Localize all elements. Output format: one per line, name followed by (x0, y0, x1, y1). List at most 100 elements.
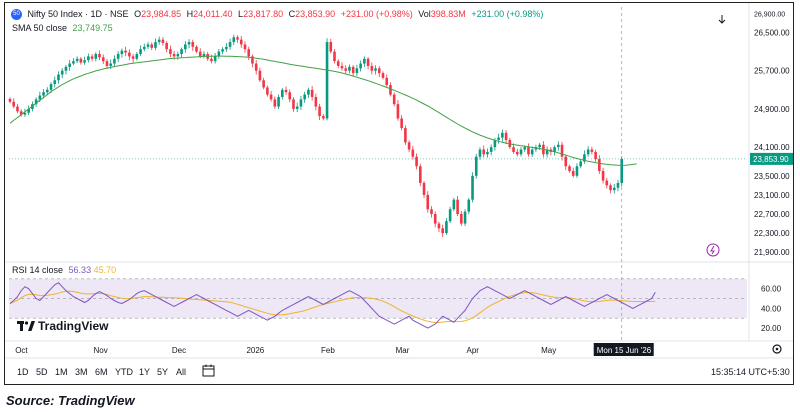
candle-body (180, 49, 183, 54)
candle-body (519, 149, 523, 155)
candle-body (225, 46, 228, 50)
open-label: O (134, 9, 142, 19)
tradingview-mark-icon (17, 321, 35, 331)
rsi-ma-line (9, 290, 656, 323)
tf-6m[interactable]: 6M (95, 367, 108, 377)
time-tick-label: May (541, 346, 556, 355)
tf-ytd[interactable]: YTD (115, 367, 133, 377)
vol-change-value: +231.00 (+0.98%) (471, 9, 544, 19)
candle-body (583, 154, 586, 162)
candle-body (553, 147, 556, 152)
vol-value: 398.83M (430, 9, 466, 19)
candle-body (236, 37, 239, 40)
tf-1y[interactable]: 1Y (139, 367, 151, 377)
tf-1d[interactable]: 1D (17, 367, 29, 377)
candle-body (27, 108, 30, 113)
candle-body (139, 49, 142, 54)
candle-body (560, 144, 564, 157)
candle-body (474, 156, 478, 176)
close-value: 23,853.90 (295, 9, 336, 19)
candle-body (94, 53, 98, 59)
download-icon[interactable] (718, 15, 726, 24)
candle-body (489, 147, 493, 152)
rsi-tick-label: 40.00 (761, 304, 782, 313)
candle-body (243, 44, 247, 50)
candle-body (128, 52, 131, 57)
price-tick-label: 22,700.00 (754, 210, 790, 219)
candle-body (57, 74, 60, 81)
candle-body (515, 151, 519, 155)
candle-body (109, 63, 113, 66)
close-label: C (288, 9, 296, 19)
candle-body (530, 149, 534, 155)
candle-body (12, 101, 16, 107)
open-value: 23,984.85 (141, 9, 182, 19)
candle-body (202, 53, 206, 57)
candle-body (422, 182, 426, 195)
rsi-legend[interactable]: RSI 14 close 56.33 45.70 (12, 265, 119, 275)
settings-gear-icon[interactable] (772, 344, 782, 354)
tradingview-logo[interactable]: TradingView (17, 319, 108, 333)
price-tick-label: 23,500.00 (754, 172, 790, 181)
candle-body (336, 61, 340, 66)
price-tick-label: 25,700.00 (754, 67, 790, 76)
candle-body (396, 104, 400, 119)
candle-body (389, 85, 392, 95)
candle-body (310, 89, 314, 97)
candle-body (501, 132, 504, 138)
high-label: H (186, 9, 194, 19)
candle-body (568, 166, 571, 172)
candle-body (307, 89, 310, 95)
candle-body (38, 95, 42, 100)
rsi-label: RSI 14 close (12, 265, 64, 275)
tf-5y[interactable]: 5Y (157, 367, 169, 377)
candle-body (411, 149, 415, 157)
candle-body (314, 96, 318, 107)
candle-body (83, 60, 86, 63)
candle-body (594, 151, 597, 160)
candle-body (478, 149, 482, 157)
candle-body (601, 171, 605, 181)
tf-1m[interactable]: 1M (55, 367, 68, 377)
date-range-icon[interactable] (202, 364, 216, 377)
candle-body (295, 106, 299, 109)
candle-body (370, 65, 374, 71)
candle-body (419, 166, 422, 183)
candle-body (407, 142, 411, 150)
candle-body (374, 68, 377, 71)
candle-body (124, 50, 127, 53)
ohlc-legend: 50 Nifty 50 Index · 1D · NSE O23,984.85 … (11, 9, 546, 21)
candle-body (273, 99, 277, 107)
rsi-value: 56.33 (68, 265, 92, 275)
symbol-title[interactable]: Nifty 50 Index · 1D · NSE (27, 9, 129, 19)
sma-legend[interactable]: SMA 50 close 23,749.75 (12, 23, 116, 33)
candle-body (512, 147, 515, 152)
candle-body (385, 77, 389, 86)
candle-body (213, 56, 217, 62)
rsi-tick-label: 60.00 (761, 285, 782, 294)
tf-all[interactable]: All (176, 367, 187, 377)
candle-body (131, 56, 135, 59)
candle-body (329, 42, 333, 52)
candle-body (557, 144, 560, 148)
candle-body (527, 147, 530, 155)
candle-body (605, 180, 609, 186)
candle-body (72, 61, 75, 64)
chart-canvas[interactable]: 26,500.00 25,700.00 24,900.00 24,100.00 23,5… (5, 3, 793, 384)
sma-line (9, 55, 637, 166)
tf-5d[interactable]: 5D (36, 367, 48, 377)
clock[interactable]: 15:35:14 UTC+5:30 (711, 367, 790, 377)
candle-body (359, 63, 362, 69)
lightning-alert-icon[interactable] (706, 243, 720, 257)
candle-body (184, 44, 187, 50)
current-price-tag (750, 152, 793, 165)
candle-body (616, 182, 620, 188)
candle-body (452, 199, 456, 210)
candle-body (254, 63, 258, 71)
candle-body (232, 37, 236, 43)
tf-3m[interactable]: 3M (75, 367, 88, 377)
candle-body (64, 66, 68, 71)
candle-body (590, 149, 594, 152)
candle-body (351, 66, 355, 74)
candle-body (299, 99, 303, 107)
